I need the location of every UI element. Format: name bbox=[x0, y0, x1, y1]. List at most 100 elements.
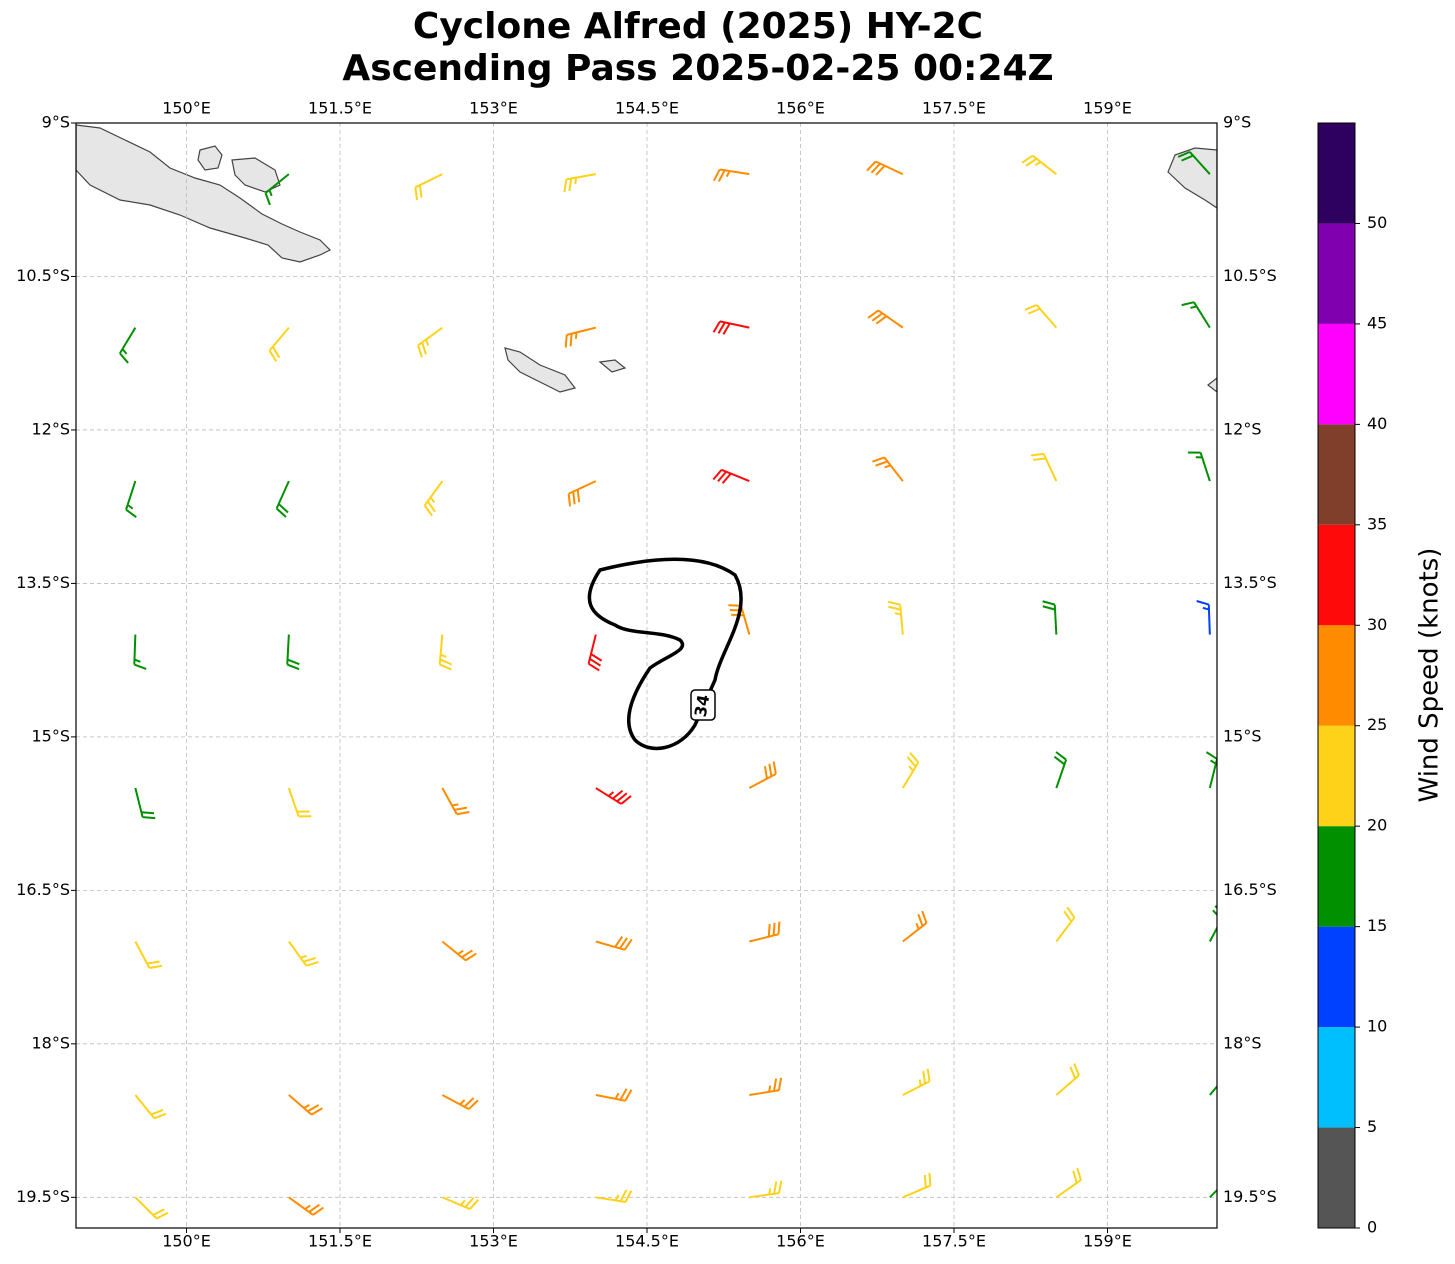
y-tick-label: 12°S bbox=[31, 419, 70, 438]
wind-barb bbox=[134, 1196, 169, 1220]
y-tick-label: 9°S bbox=[42, 113, 70, 132]
wind-barb bbox=[887, 600, 904, 635]
wind-barb bbox=[902, 1172, 932, 1199]
y-tick-label: 10.5°S bbox=[16, 266, 70, 285]
contour-label: 34 bbox=[691, 693, 714, 718]
x-tick-label-top: 153°E bbox=[469, 99, 518, 118]
barbs bbox=[119, 150, 1217, 1220]
wind-barb bbox=[1177, 150, 1211, 175]
x-tick-label: 153°E bbox=[469, 1232, 518, 1251]
wind-barb bbox=[288, 1196, 324, 1216]
colorbar-segment bbox=[1318, 1027, 1355, 1128]
colorbar-tick-label: 20 bbox=[1367, 816, 1387, 835]
y-tick-label-right: 9°S bbox=[1223, 113, 1251, 132]
x-tick-label: 156°E bbox=[776, 1232, 825, 1251]
wind-barb bbox=[286, 634, 300, 671]
colorbar: 0 5 10 15 20 25 30 35 40 45 50 bbox=[1317, 122, 1387, 1237]
wind-barb bbox=[1181, 301, 1211, 329]
contour-34 bbox=[587, 557, 743, 751]
wind-barb bbox=[423, 480, 444, 517]
wind-barb bbox=[1053, 751, 1068, 789]
x-tick-label-top: 150°E bbox=[162, 99, 211, 118]
y-tick-label-right: 19.5°S bbox=[1223, 1187, 1277, 1206]
subtitle: Ascending Pass 2025-02-25 00:24Z bbox=[342, 48, 1053, 89]
colorbar-segment bbox=[1318, 223, 1355, 324]
map-frame bbox=[75, 122, 1218, 1229]
y-tick-label: 19.5°S bbox=[16, 1187, 70, 1206]
wind-barb bbox=[441, 940, 477, 962]
coastline bbox=[598, 359, 627, 373]
colorbar-tick-label: 40 bbox=[1367, 414, 1387, 433]
wind-barb bbox=[728, 604, 751, 635]
wind-barb bbox=[125, 480, 137, 518]
y-tick-label-right: 10.5°S bbox=[1223, 266, 1277, 285]
colorbar-segment bbox=[1318, 123, 1355, 224]
wind-barb bbox=[441, 1094, 479, 1110]
colorbar-tick-label: 25 bbox=[1367, 715, 1387, 734]
colorbar-label: Wind Speed (knots) bbox=[1415, 548, 1445, 803]
wind-barb bbox=[134, 1094, 167, 1120]
wind-barb bbox=[133, 634, 147, 670]
wind-barb bbox=[749, 1180, 783, 1199]
x-tick-label: 150°E bbox=[162, 1232, 211, 1251]
wind-barb bbox=[417, 326, 443, 358]
coastline bbox=[197, 145, 223, 171]
colorbar-tick-label: 50 bbox=[1367, 213, 1387, 232]
colorbar-segment bbox=[1318, 424, 1355, 525]
colorbar-segment bbox=[1318, 625, 1355, 726]
colorbar-frame bbox=[1317, 122, 1356, 1229]
wind-barb bbox=[119, 327, 137, 364]
wind-barb bbox=[134, 787, 156, 820]
wind-barb bbox=[1209, 1084, 1217, 1096]
colorbar-segment bbox=[1318, 323, 1355, 425]
colorbar-tick-label: 0 bbox=[1367, 1218, 1377, 1237]
colorbar-tick-label: 5 bbox=[1367, 1117, 1377, 1136]
wind-barb bbox=[1196, 600, 1211, 635]
wind-barb bbox=[902, 910, 928, 943]
wind-barb bbox=[1055, 1063, 1080, 1096]
wind-barb bbox=[414, 173, 443, 200]
colorbar-tick-label: 10 bbox=[1367, 1017, 1387, 1036]
wind-barb bbox=[441, 787, 470, 816]
x-tick-label: 159°E bbox=[1083, 1232, 1132, 1251]
grid: 150°E 150°E 151.5°E 151.5°E 153°E 153°E 154.5°… bbox=[16, 99, 1277, 1251]
wind-barb bbox=[1024, 304, 1058, 329]
x-tick-label: 151.5°E bbox=[308, 1232, 372, 1251]
colorbar-tick-label: 35 bbox=[1367, 514, 1387, 533]
x-tick-label-top: 151.5°E bbox=[308, 99, 372, 118]
x-tick-label-top: 156°E bbox=[776, 99, 825, 118]
wind-barb bbox=[872, 456, 904, 482]
coastline bbox=[76, 124, 332, 263]
wind-barb bbox=[712, 168, 750, 182]
wind-barb bbox=[595, 1088, 633, 1102]
wind-barb bbox=[134, 941, 163, 969]
wind-barb bbox=[1205, 751, 1217, 789]
colorbar-tick-label: 15 bbox=[1367, 916, 1387, 935]
wind-barb bbox=[564, 326, 597, 348]
y-tick-label: 16.5°S bbox=[16, 880, 70, 899]
x-tick-label: 157.5°E bbox=[922, 1232, 986, 1251]
y-tick-label: 18°S bbox=[31, 1033, 70, 1052]
wind-barb bbox=[567, 480, 597, 507]
title: Cyclone Alfred (2025) HY-2C bbox=[413, 6, 983, 47]
x-tick-label-top: 154.5°E bbox=[615, 99, 679, 118]
y-tick-label-right: 15°S bbox=[1223, 726, 1262, 745]
wind-barb bbox=[1187, 451, 1211, 482]
wind-barb bbox=[563, 173, 597, 193]
wind-barb bbox=[712, 320, 750, 335]
wind-barb bbox=[595, 1189, 633, 1203]
wind-barb bbox=[902, 1068, 931, 1096]
wind-barb bbox=[1055, 906, 1076, 943]
coastline bbox=[1167, 147, 1217, 209]
wind-barb bbox=[438, 634, 453, 671]
wind-barb bbox=[268, 326, 290, 362]
y-tick-label-right: 18°S bbox=[1223, 1033, 1262, 1052]
wind-barb bbox=[901, 752, 920, 789]
y-tick-label-right: 13.5°S bbox=[1223, 573, 1277, 592]
wind-barb bbox=[288, 1094, 323, 1116]
wind-barb bbox=[1042, 600, 1058, 635]
wind-barb bbox=[866, 160, 904, 176]
coastline bbox=[1207, 377, 1217, 393]
colorbar-segment bbox=[1318, 826, 1355, 927]
